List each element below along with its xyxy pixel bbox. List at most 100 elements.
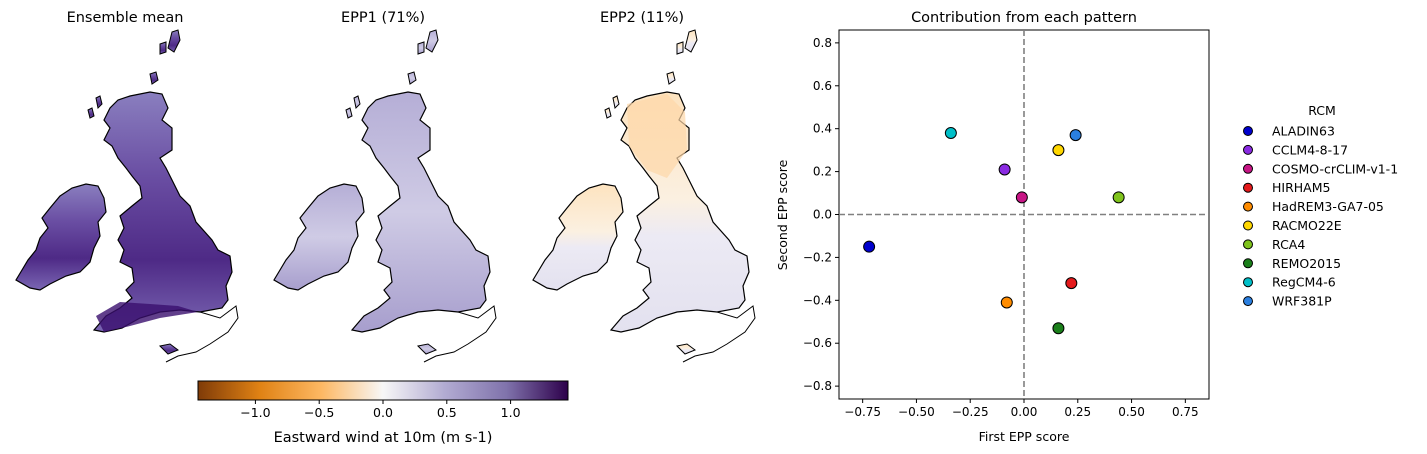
legend-marker [1243,144,1253,155]
y-tick-label: −0.4 [803,293,832,307]
legend: RCM ALADIN63 CCLM4-8-17 COSMO-crCLIM-v1-1 H… [1243,103,1398,309]
coastline [682,305,756,363]
y-axis-ticks: −0.8 −0.6 −0.4 −0.2 0.0 0.2 0.4 0.6 0.8 [803,36,839,393]
colorbar-ticks: −1.0 −0.5 0.0 0.5 1.0 [240,400,521,420]
y-tick-label: 0.4 [813,122,832,136]
legend-label: REMO2015 [1272,256,1341,271]
island-shape [407,71,417,85]
x-axis-label: First EPP score [979,429,1070,444]
great-britain-shape [350,91,491,333]
legend-marker [1243,182,1253,193]
scatter-point [1052,322,1065,335]
ireland-shape [15,183,107,291]
island-shape [416,343,438,355]
y-tick-label: 0.2 [813,165,832,179]
island-shape [425,29,439,53]
legend-title: RCM [1308,103,1336,118]
scatter-chart: Contribution from each pattern −0.75 −0.5… [775,10,1398,444]
legend-label: COSMO-crCLIM-v1-1 [1272,161,1398,176]
island-shape [345,107,353,119]
island-shape [675,343,697,355]
chart-title: Contribution from each pattern [911,10,1137,26]
map-panel-epp2: EPP2 (11%) [532,10,756,363]
map-panel-epp1: EPP1 (71%) [273,10,497,363]
colorbar-tick-label: 1.0 [501,405,521,420]
scatter-point [944,126,957,139]
x-tick-label: −0.50 [898,405,935,419]
scatter-point [1015,191,1028,204]
colorbar-tick-label: −1.0 [240,405,270,420]
legend-marker [1243,277,1253,288]
legend-items: ALADIN63 CCLM4-8-17 COSMO-crCLIM-v1-1 HIRHA… [1243,124,1398,309]
map-title: EPP1 (71%) [341,10,425,26]
y-axis-label: Second EPP score [775,159,790,270]
legend-label: HIRHAM5 [1272,180,1330,195]
scatter-point [863,240,876,253]
island-shape [417,41,425,55]
ireland-shape [273,183,365,291]
y-tick-label: −0.6 [803,336,832,350]
island-shape [676,41,684,55]
island-shape [158,343,180,355]
colorbar: −1.0 −0.5 0.0 0.5 1.0 Eastward wind at 10m (… [197,380,569,446]
x-tick-label: 0.00 [1011,405,1038,419]
uk-ireland-map [532,29,756,363]
legend-marker [1243,258,1253,269]
island-shape [87,107,95,119]
uk-ireland-map [273,29,497,363]
legend-marker [1243,239,1253,250]
legend-label: RCA4 [1272,237,1305,252]
island-shape [353,95,361,110]
y-tick-label: 0.0 [813,208,832,222]
colorbar-label: Eastward wind at 10m (m s-1) [274,430,493,446]
map-title: EPP2 (11%) [600,10,684,26]
legend-marker [1243,220,1253,231]
colorbar-tick-label: 0.0 [373,405,393,420]
y-tick-label: 0.8 [813,36,832,50]
colorbar-gradient [197,380,569,401]
island-shape [684,29,698,53]
scatter-point [1069,129,1082,142]
legend-marker [1243,163,1253,174]
scatter-point [1112,191,1125,204]
legend-label: HadREM3-GA7-05 [1272,199,1384,214]
island-shape [95,95,103,110]
map-panel-ensemble-mean: Ensemble mean [15,10,239,363]
scatter-point [1052,144,1065,157]
island-shape [666,71,676,85]
x-tick-label: −0.25 [952,405,989,419]
legend-label: ALADIN63 [1272,124,1335,139]
legend-label: RACMO22E [1272,218,1342,233]
y-tick-label: −0.8 [803,379,832,393]
reference-lines [839,30,1209,399]
x-tick-label: −0.75 [844,405,881,419]
island-shape [159,41,167,55]
scatter-point [1065,277,1078,290]
coastline [165,305,239,363]
island-shape [604,107,612,119]
uk-ireland-map [15,29,239,363]
legend-label: CCLM4-8-17 [1272,142,1348,157]
x-tick-label: 0.25 [1064,405,1091,419]
strong-wind-region [96,302,198,332]
scatter-points [863,126,1125,335]
map-panels: Ensemble mean EPP1 (71%) EPP2 (11%) [15,10,756,363]
y-tick-label: −0.2 [803,250,832,264]
island-shape [612,95,620,110]
scatter-point [1000,296,1013,309]
colorbar-tick-label: −0.5 [304,405,334,420]
colorbar-tick-label: 0.5 [437,405,457,420]
legend-marker [1243,296,1253,307]
island-shape [149,71,159,85]
x-tick-label: 0.75 [1172,405,1199,419]
ireland-shape [532,183,624,291]
legend-label: RegCM4-6 [1272,275,1336,290]
x-tick-label: 0.50 [1118,405,1145,419]
y-tick-label: 0.6 [813,79,832,93]
island-shape [167,29,181,53]
coastline [423,305,497,363]
x-axis-ticks: −0.75 −0.50 −0.25 0.00 0.25 0.50 0.75 [844,399,1199,419]
great-britain-shape [92,91,233,333]
legend-marker [1243,201,1253,212]
